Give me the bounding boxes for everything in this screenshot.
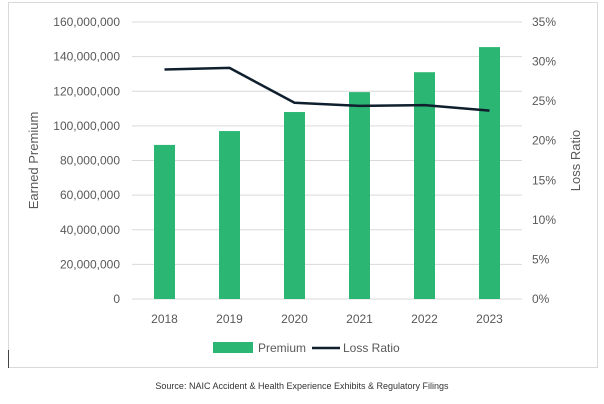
y-tick-label: 40,000,000: [60, 223, 120, 237]
y-tick-label: 60,000,000: [60, 188, 120, 202]
chart-svg: 0 20,000,000 40,000,000 60,000,000 80,000,00…: [26, 15, 583, 355]
line-loss-ratio: [164, 66, 490, 112]
y2-axis-title: Loss Ratio: [568, 130, 583, 191]
bar-premium-2020: [284, 112, 305, 300]
y-tick-label: 140,000,000: [53, 50, 120, 64]
x-tick-label: 2023: [476, 312, 503, 326]
y-tick-label: 120,000,000: [53, 84, 120, 98]
x-tick-label: 2019: [216, 312, 243, 326]
y2-tick-label: 25%: [532, 94, 556, 108]
x-tick-label: 2022: [411, 312, 438, 326]
bar-premium-2021: [349, 92, 370, 299]
y-tick-label: 20,000,000: [60, 257, 120, 271]
y2-tick-label: 30%: [532, 55, 556, 69]
y2-tick-label: 0%: [532, 292, 550, 306]
x-tick-label: 2021: [346, 312, 373, 326]
bar-premium-2018: [154, 144, 175, 299]
y2-tick-label: 35%: [532, 15, 556, 29]
bar-premium-2023: [479, 47, 500, 300]
chart-frame: 0 20,000,000 40,000,000 60,000,000 80,000,00…: [8, 2, 598, 368]
y-tick-label: 80,000,000: [60, 154, 120, 168]
y2-tick-label: 10%: [532, 213, 556, 227]
legend-label-premium: Premium: [258, 341, 306, 355]
y-tick-label: 160,000,000: [53, 15, 120, 29]
caption-mark: [8, 350, 9, 368]
legend-label-loss-ratio: Loss Ratio: [343, 341, 400, 355]
y-tick-label: 0: [113, 292, 120, 306]
y2-tick-label: 15%: [532, 173, 556, 187]
bar-premium-2022: [414, 72, 435, 299]
legend-swatch-premium: [213, 342, 253, 353]
y-axis-title: Earned Premium: [26, 112, 41, 210]
x-tick-label: 2020: [281, 312, 308, 326]
x-tick-label: 2018: [151, 312, 178, 326]
bar-premium-2019: [219, 131, 240, 299]
y2-tick-label: 20%: [532, 134, 556, 148]
y2-tick-label: 5%: [532, 252, 550, 266]
source-note: Source: NAIC Accident & Health Experienc…: [155, 381, 449, 391]
y-tick-label: 100,000,000: [53, 119, 120, 133]
